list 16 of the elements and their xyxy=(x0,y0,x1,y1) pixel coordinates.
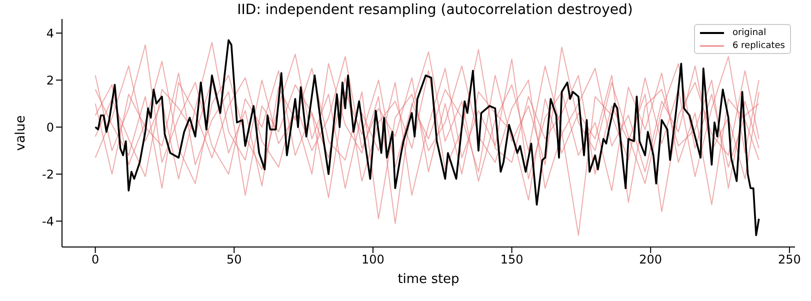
x-tick-label: 150 xyxy=(500,252,524,267)
legend-label: original xyxy=(732,28,766,38)
x-tick-label: 0 xyxy=(92,252,100,267)
y-tick-label: 4 xyxy=(46,26,54,40)
x-tick-label: 250 xyxy=(778,252,801,267)
chart-title: IID: independent resampling (autocorrelation destroyed) xyxy=(236,2,634,18)
x-axis-title: time step xyxy=(398,272,460,287)
x-tick-label: 100 xyxy=(362,252,384,267)
y-tick-label: 2 xyxy=(46,73,54,88)
x-tick-label: 50 xyxy=(226,252,242,267)
x-tick-label: 200 xyxy=(639,252,662,267)
y-tick-label: -2 xyxy=(42,167,54,182)
y-tick-label: -4 xyxy=(42,214,54,228)
y-axis-title: value xyxy=(14,115,29,151)
y-tick-label: 0 xyxy=(46,120,54,134)
legend-label: 6 replicates xyxy=(732,40,785,50)
